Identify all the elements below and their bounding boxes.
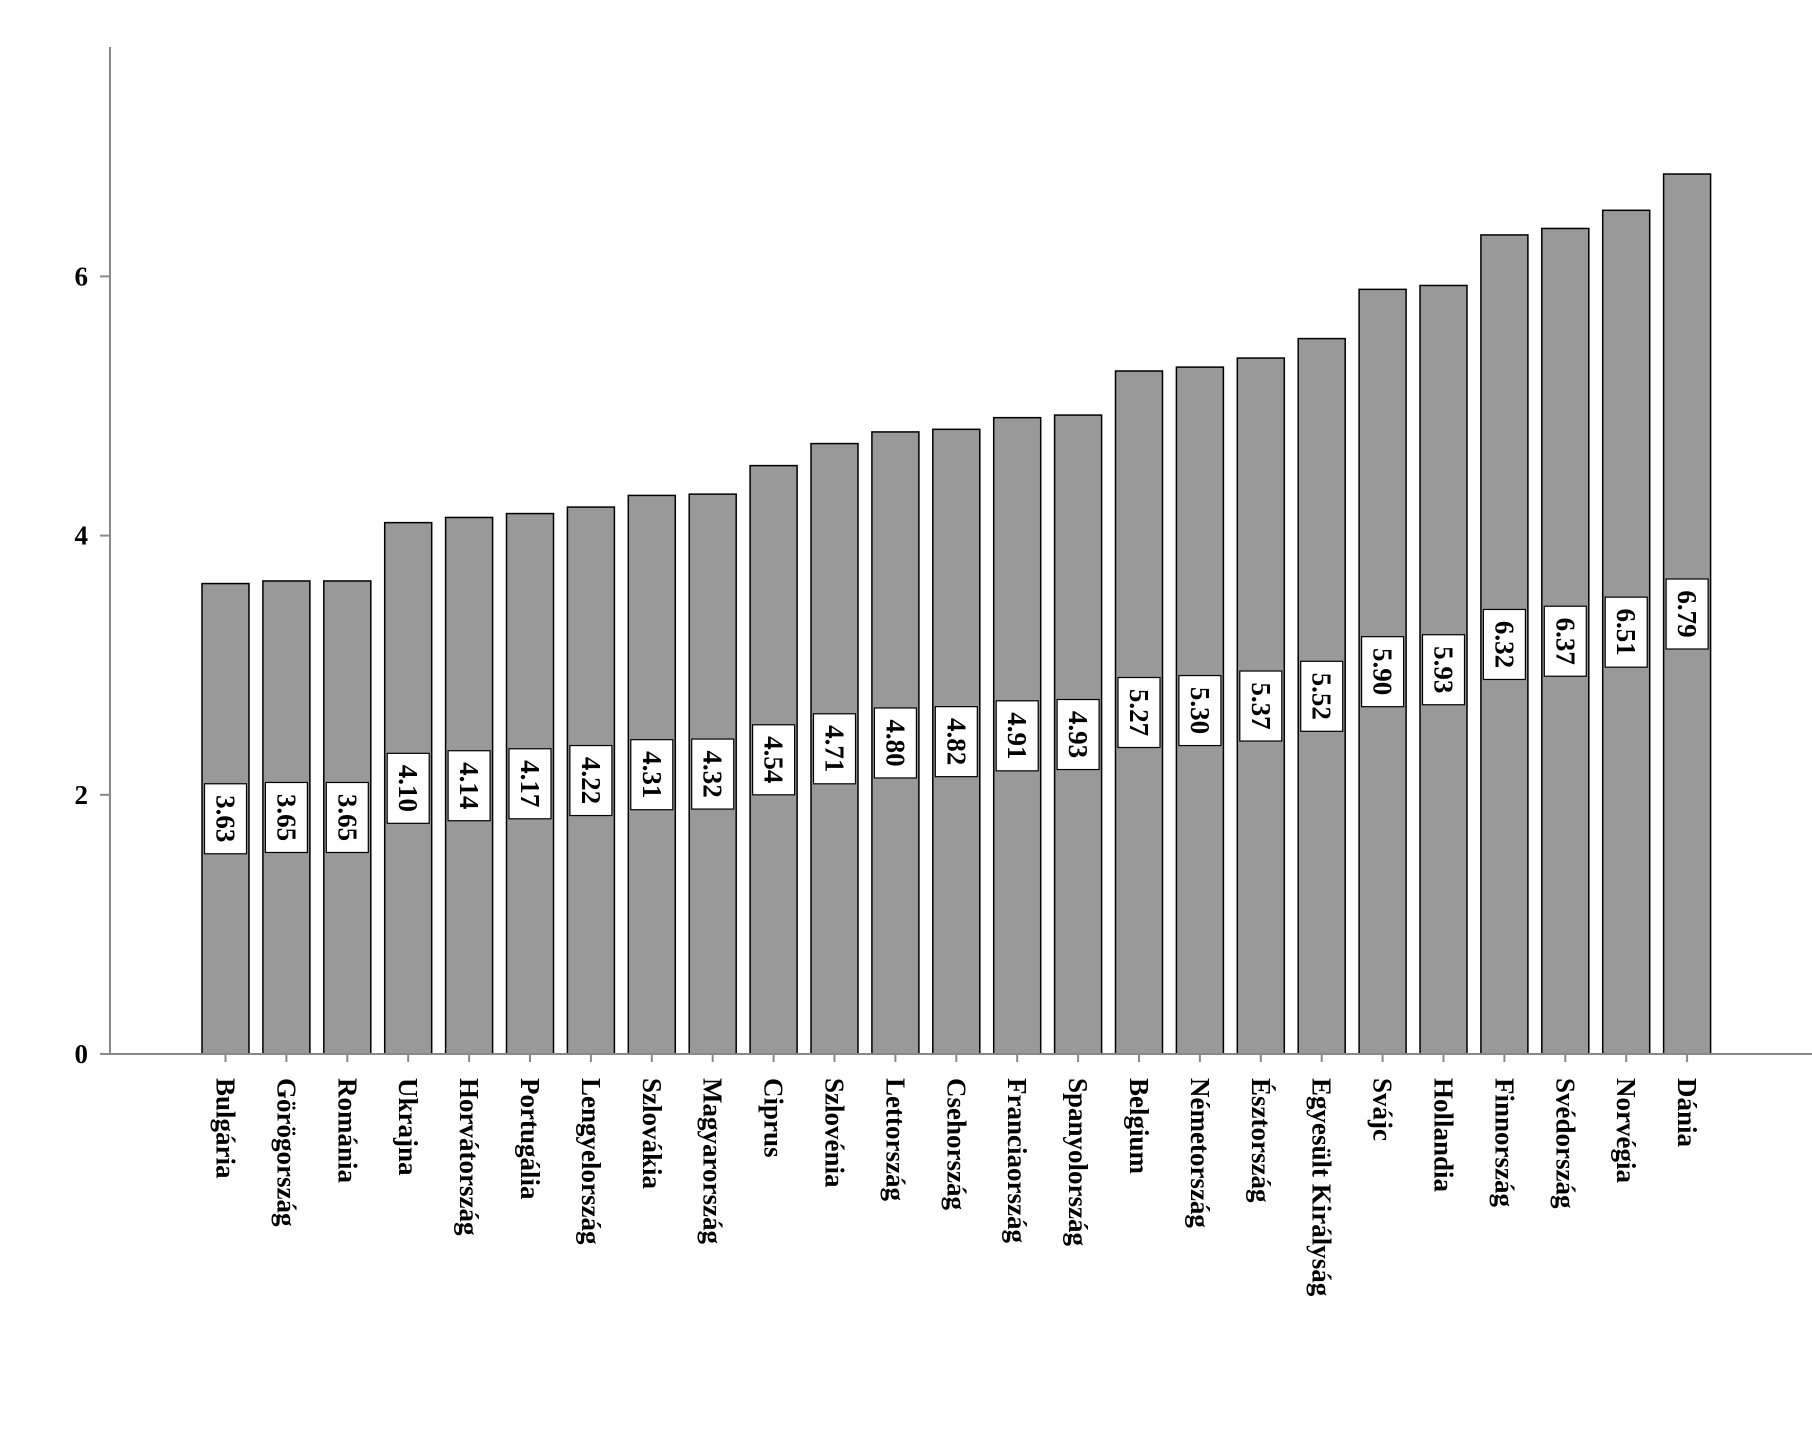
value-label-box	[995, 700, 1039, 772]
value-label: 4.93	[1063, 711, 1093, 758]
value-label-box	[203, 783, 248, 855]
value-label-box	[812, 713, 857, 785]
category-label: Ukrajna	[393, 1078, 423, 1176]
value-label-box	[1300, 660, 1344, 732]
value-label-box	[264, 781, 308, 854]
value-labels-group: 3.63 3.65 3.65 4.10 4.14 4.17 4.22 4.31 4.32 4.54…	[203, 578, 1709, 855]
y-tick-label: 2	[75, 780, 89, 810]
value-label: 6.51	[1611, 609, 1641, 656]
category-label: Csehország	[941, 1078, 971, 1210]
category-label: Szlovénia	[820, 1078, 850, 1188]
value-label-box	[325, 781, 369, 854]
value-label: 4.14	[454, 762, 484, 809]
category-label: Hollandia	[1429, 1078, 1459, 1193]
category-label: Franciaország	[1002, 1078, 1032, 1243]
category-label: Spanyolország	[1063, 1078, 1093, 1247]
value-label: 3.65	[271, 794, 301, 841]
category-label: Németország	[1185, 1078, 1215, 1228]
value-label-box	[569, 744, 613, 817]
value-label: 4.32	[698, 750, 728, 797]
value-label: 6.79	[1672, 590, 1702, 637]
value-label: 3.63	[211, 795, 241, 842]
value-label-box	[1482, 608, 1527, 681]
category-label: Belgium	[1124, 1078, 1154, 1175]
value-label: 5.90	[1368, 648, 1398, 695]
value-label-box	[873, 707, 918, 779]
value-label: 4.31	[637, 751, 667, 798]
category-label: Dánia	[1672, 1078, 1702, 1148]
category-label: Lettország	[880, 1078, 910, 1201]
value-label: 4.71	[820, 725, 850, 772]
category-label: Szlovákia	[637, 1078, 667, 1190]
value-label: 3.65	[332, 794, 362, 841]
value-label-box	[1178, 674, 1222, 747]
category-label: Portugália	[515, 1078, 545, 1200]
value-label-box	[1665, 578, 1709, 650]
y-tick-label: 0	[75, 1039, 89, 1069]
value-label: 5.30	[1185, 687, 1215, 734]
category-label: Ciprus	[759, 1078, 789, 1158]
y-tick-label: 6	[75, 261, 89, 291]
value-label-box	[386, 752, 430, 824]
value-label-box	[1056, 698, 1100, 771]
category-label: Románia	[332, 1078, 362, 1184]
value-label-box	[447, 750, 491, 822]
category-label: Svájc	[1368, 1078, 1398, 1141]
value-label: 4.54	[759, 736, 789, 783]
category-label: Lengyelország	[576, 1078, 606, 1245]
category-label: Bulgária	[211, 1078, 241, 1179]
category-labels-group: Bulgária Görögország Románia Ukrajna Horváto…	[211, 1054, 1702, 1297]
value-label-box	[751, 724, 796, 796]
y-tick-label: 4	[75, 521, 89, 551]
value-label: 4.91	[1002, 712, 1032, 759]
value-label: 6.32	[1489, 621, 1519, 668]
category-label: Norvégia	[1611, 1078, 1641, 1183]
value-label-box	[1421, 634, 1466, 706]
value-label-box	[1604, 596, 1648, 668]
value-label: 4.10	[393, 765, 423, 812]
value-label: 4.82	[941, 718, 971, 765]
value-label-box	[1117, 676, 1161, 749]
category-label: Egyesült Királyság	[1307, 1078, 1337, 1297]
value-label: 6.37	[1550, 618, 1580, 665]
value-label-box	[934, 706, 978, 778]
category-label: Magyarország	[698, 1078, 728, 1244]
category-label: Horvátország	[454, 1078, 484, 1236]
value-label: 5.52	[1307, 673, 1337, 720]
value-label: 4.22	[576, 757, 606, 804]
value-label: 5.37	[1246, 682, 1276, 729]
value-label-box	[1239, 670, 1283, 742]
value-label-box	[630, 739, 674, 811]
value-label-box	[691, 738, 735, 810]
category-label: Észtország	[1246, 1078, 1276, 1203]
value-label: 5.27	[1124, 689, 1154, 736]
value-label: 4.17	[515, 760, 545, 807]
category-label: Svédország	[1550, 1078, 1580, 1209]
value-label: 4.80	[880, 719, 910, 766]
category-label: Görögország	[271, 1078, 301, 1227]
value-label: 5.93	[1429, 646, 1459, 693]
value-label-box	[508, 748, 552, 820]
value-label-box	[1360, 636, 1405, 708]
y-ticks-group: 0 2 4 6	[75, 261, 110, 1069]
category-label: Finnország	[1489, 1078, 1519, 1208]
value-label-box	[1543, 605, 1587, 677]
